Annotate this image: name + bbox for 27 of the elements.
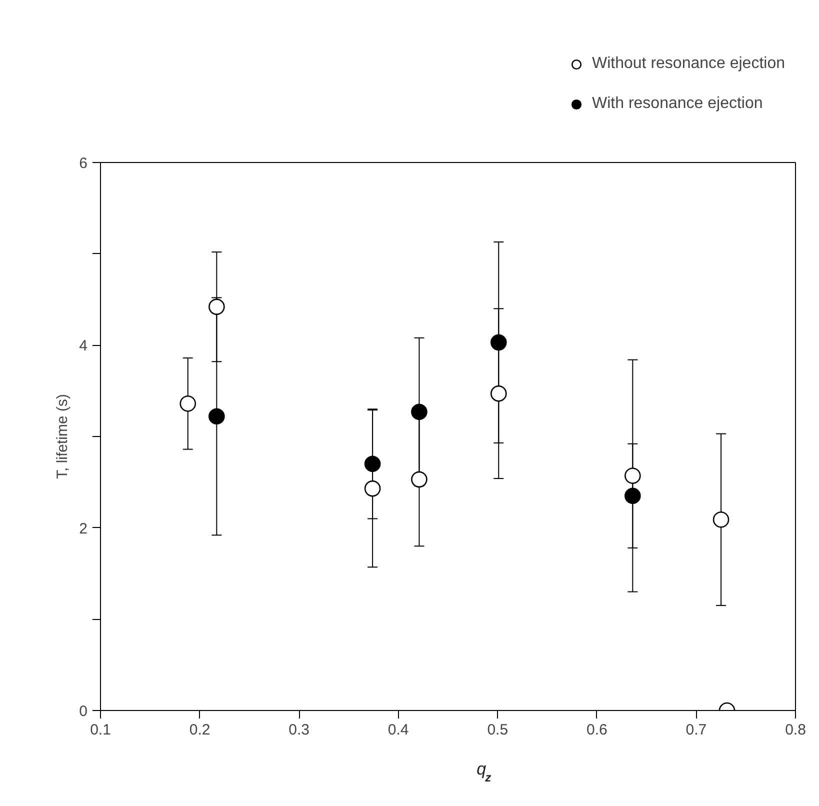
x-tick-label: 0.1 — [90, 722, 111, 738]
point — [364, 480, 381, 497]
point — [208, 298, 225, 315]
x-tick-label: 0.6 — [586, 722, 608, 738]
point — [180, 395, 196, 412]
legend-label: Without resonance ejection — [592, 55, 785, 73]
x-tick-label: 0.4 — [388, 722, 409, 738]
x-tick-label: 0.5 — [487, 722, 508, 738]
point — [411, 404, 428, 420]
y-tick-label: 2 — [79, 520, 88, 538]
point — [364, 456, 381, 472]
y-tick-label: 4 — [79, 338, 88, 355]
point — [712, 511, 730, 528]
point — [490, 385, 507, 402]
x-tick-label: 0.7 — [686, 722, 707, 738]
y-tick-label: 6 — [79, 155, 88, 172]
x-tick-label: 0.3 — [288, 722, 310, 738]
point — [624, 488, 641, 504]
point — [208, 408, 225, 425]
y-axis-title: T, lifetime (s) — [54, 394, 72, 479]
x-tick-label: 0.2 — [189, 722, 210, 738]
legend-label: With resonance ejection — [592, 95, 763, 113]
point — [411, 471, 428, 488]
point — [490, 334, 507, 351]
y-tick-label: 0 — [79, 703, 88, 720]
x-tick-label: 0.8 — [785, 722, 806, 738]
point — [624, 468, 641, 484]
